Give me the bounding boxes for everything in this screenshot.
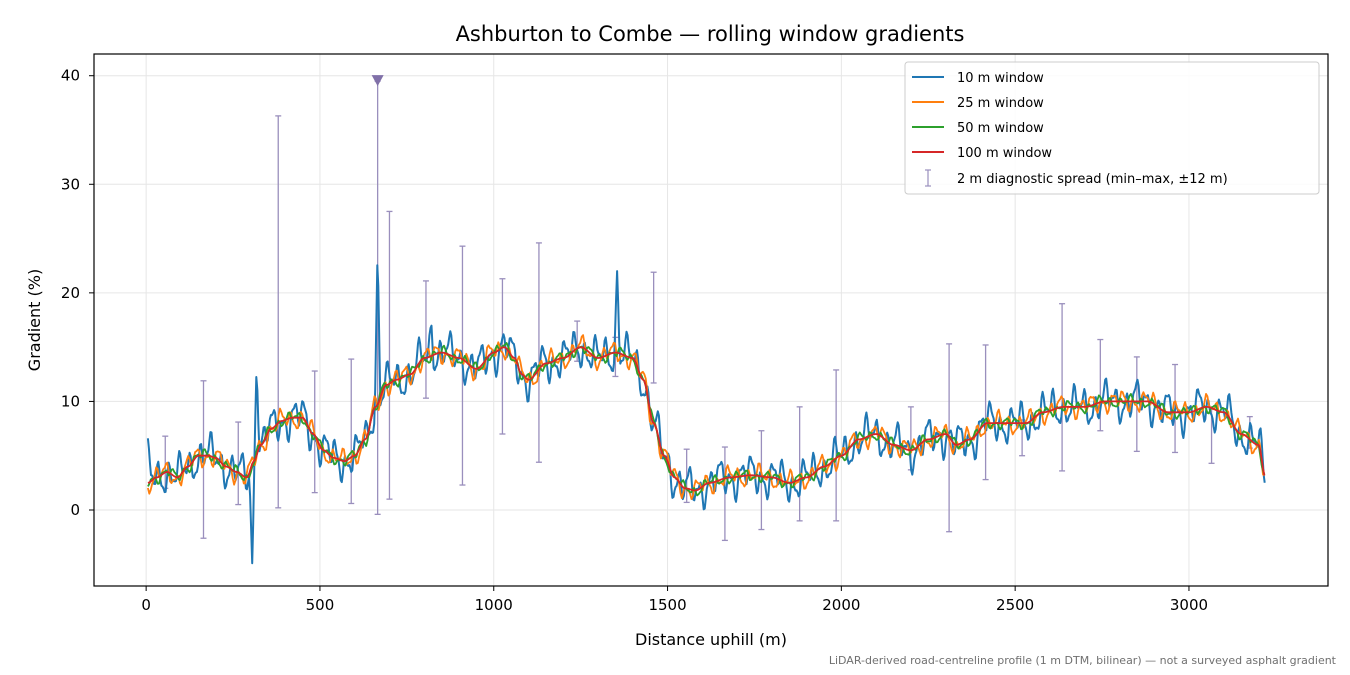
legend-box [904,61,1320,195]
x-axis-label: Distance uphill (m) [635,630,787,649]
legend-label-spread: 2 m diagnostic spread (min–max, ±12 m) [957,172,1228,187]
y-tick-label: 20 [61,284,80,302]
footnote: LiDAR-derived road-centreline profile (1… [829,654,1337,667]
y-tick-label: 0 [70,501,80,519]
x-tick-label: 2500 [996,596,1034,614]
x-tick-label: 1500 [648,596,686,614]
legend-label-w10: 10 m window [957,71,1044,86]
x-tick-label: 1000 [475,596,513,614]
series-line-w25 [147,334,1265,501]
legend-label-w25: 25 m window [957,96,1044,111]
axis-ticks: 0 500 1000 1500 2000 2500 3000 0 10 20 30 40 [61,67,1208,614]
spread-bar [1059,303,1066,472]
series-lines [146,264,1266,565]
spread-bar [796,406,803,522]
spread-bar [422,280,429,399]
spread-bar [1133,356,1140,453]
spread-bar [348,358,355,505]
y-tick-label: 10 [61,392,80,410]
spread-bar [499,278,506,435]
spread-bar [535,242,542,463]
clipped-marker [371,75,384,87]
y-tick-label: 30 [61,175,80,193]
plot-frame [93,53,1329,587]
legend: 10 m window 25 m window 50 m window 100 … [904,61,1320,195]
spread-bar [650,271,657,384]
series-line-w100 [147,346,1266,492]
spread-bar [386,210,393,500]
spread-bar [982,344,989,481]
legend-swatch-spread [925,169,931,187]
clipped-value-marker [371,75,384,87]
x-tick-label: 2000 [822,596,860,614]
legend-label-w50: 50 m window [957,121,1044,136]
y-axis-label: Gradient (%) [25,269,44,371]
x-tick-label: 500 [306,596,335,614]
x-tick-label: 3000 [1170,596,1208,614]
series-line-w10 [146,264,1266,565]
spread-bar [683,448,690,504]
legend-label-w100: 100 m window [957,146,1052,161]
series-line-w50 [147,342,1266,497]
y-tick-label: 40 [61,67,80,85]
chart-title: Ashburton to Combe — rolling window grad… [456,22,965,46]
spread-bar [275,115,282,509]
x-tick-label: 0 [141,596,151,614]
spread-bar [235,421,242,506]
